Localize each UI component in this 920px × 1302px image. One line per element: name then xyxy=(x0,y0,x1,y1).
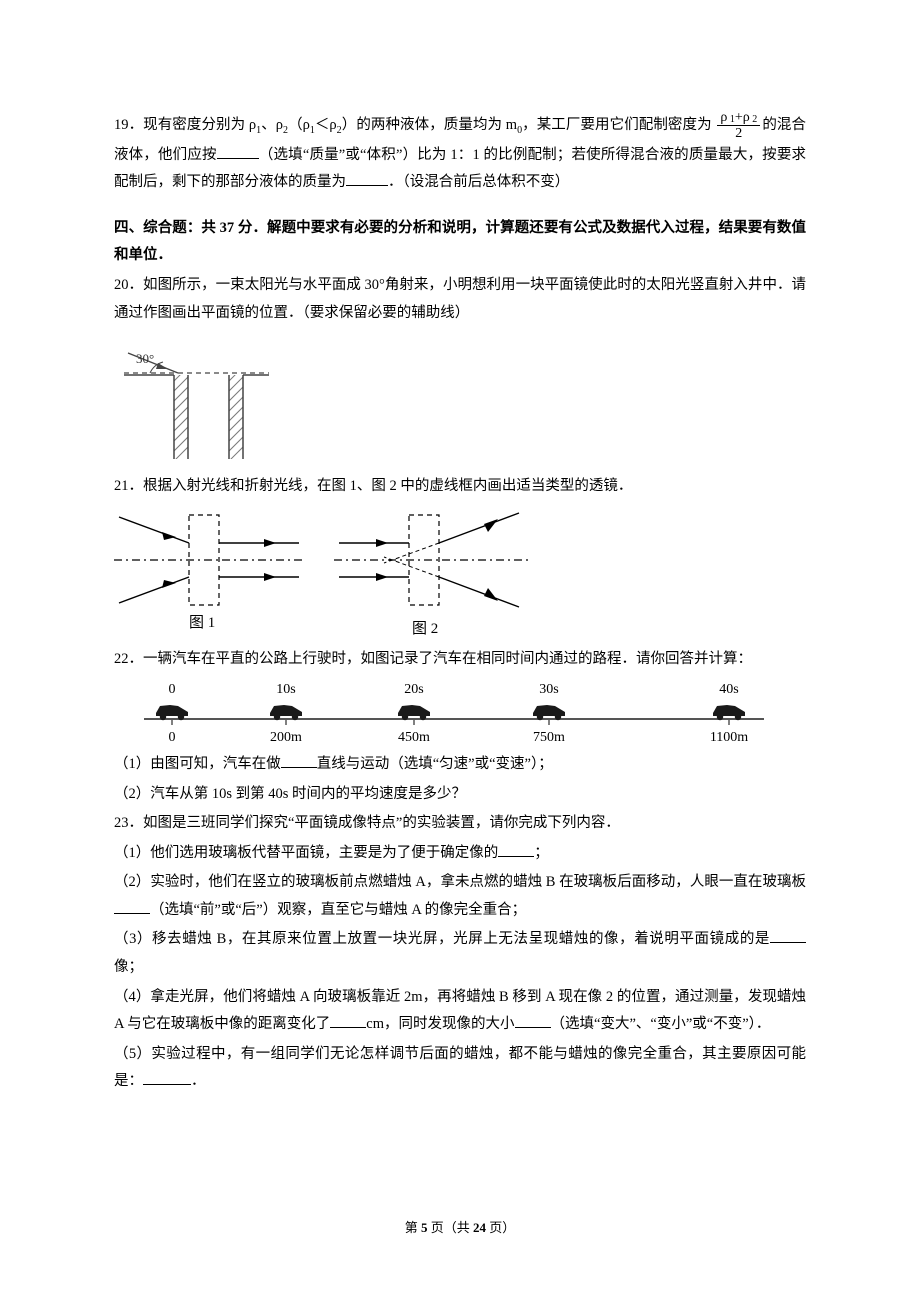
svg-text:30s: 30s xyxy=(539,682,558,697)
q20-angle: 30° xyxy=(136,351,154,366)
q21-fig2: 图 2 xyxy=(334,513,529,637)
q21-num: 21． xyxy=(114,478,143,494)
q23-blank4b xyxy=(515,1012,551,1028)
q23-sub1: （1）他们选用玻璃板代替平面镜，主要是为了便于确定像的； xyxy=(114,840,806,868)
svg-text:750m: 750m xyxy=(533,730,565,745)
q21-text: 21．根据入射光线和折射光线，在图 1、图 2 中的虚线框内画出适当类型的透镜． xyxy=(114,473,806,501)
q20-well-left xyxy=(164,351,204,467)
q23-blank1 xyxy=(498,841,534,857)
svg-text:200m: 200m xyxy=(270,730,302,745)
q23-text: 23．如图是三班同学们探究“平面镜成像特点”的实验装置，请你完成下列内容． xyxy=(114,810,806,838)
q23-sub2: （2）实验时，他们在竖立的玻璃板前点燃蜡烛 A，拿未点燃的蜡烛 B 在玻璃板后面… xyxy=(114,869,806,924)
q20-text: 20．如图所示，一束太阳光与水平面成 30°角射来，小明想利用一块平面镜使此时的… xyxy=(114,272,806,327)
q22-figure: 0 0 10s 200m 20s 450m 30s 750m 40s 1100m xyxy=(134,677,806,747)
q19-blank1 xyxy=(217,143,259,159)
page-footer: 第 5 页（共 24 页） xyxy=(114,1216,806,1241)
q22-text: 22．一辆汽车在平直的公路上行驶时，如图记录了汽车在相同时间内通过的路程．请你回… xyxy=(114,646,806,674)
svg-text:0: 0 xyxy=(169,730,176,745)
q23-sub5: （5）实验过程中，有一组同学们无论怎样调节后面的蜡烛，都不能与蜡烛的像完全重合，… xyxy=(114,1041,806,1096)
q21-figure: 图 1 图 2 xyxy=(114,505,806,640)
q19-fraction: ρ 1+ρ 2 2 xyxy=(717,110,760,142)
q20-well-right xyxy=(219,351,259,467)
q21-fig1: 图 1 xyxy=(114,515,304,631)
svg-text:10s: 10s xyxy=(276,682,295,697)
q23-sub4: （4）拿走光屏，他们将蜡烛 A 向玻璃板靠近 2m，再将蜡烛 B 移到 A 现在… xyxy=(114,984,806,1039)
q23-blank5 xyxy=(143,1069,191,1085)
q19-line1: 19．现有密度分别为 ρ1、ρ2（ρ1＜ρ2）的两种液体，质量均为 m0，某工厂… xyxy=(114,110,806,197)
q23-blank3 xyxy=(770,928,806,944)
q22-svg: 0 0 10s 200m 20s 450m 30s 750m 40s 1100m xyxy=(134,677,774,747)
q23-blank4a xyxy=(330,1012,366,1028)
svg-text:450m: 450m xyxy=(398,730,430,745)
svg-text:0: 0 xyxy=(169,682,176,697)
q22-blank1 xyxy=(281,752,317,768)
svg-text:40s: 40s xyxy=(719,682,738,697)
q23-blank2 xyxy=(114,898,150,914)
q20-svg: 30° xyxy=(114,331,276,467)
q21-svg: 图 1 图 2 xyxy=(114,505,544,640)
q22-sub2: （2）汽车从第 10s 到第 40s 时间内的平均速度是多少？ xyxy=(114,781,806,809)
svg-text:20s: 20s xyxy=(404,682,423,697)
q22-sub1: （1）由图可知，汽车在做直线与运动（选填“匀速”或“变速”）； xyxy=(114,751,806,779)
q22-num: 22． xyxy=(114,651,143,667)
svg-text:图 1: 图 1 xyxy=(189,614,215,631)
svg-text:1100m: 1100m xyxy=(710,730,748,745)
q20-figure: 30° xyxy=(114,331,806,467)
q23-sub3: （3）移去蜡烛 B，在其原来位置上放置一块光屏，光屏上无法呈现蜡烛的像，着说明平… xyxy=(114,926,806,981)
q19-num: 19． xyxy=(114,117,143,133)
q19-blank2 xyxy=(346,170,388,186)
q20-num: 20． xyxy=(114,277,143,293)
svg-text:图 2: 图 2 xyxy=(412,620,438,637)
section4-title: 四、综合题：共 37 分．解题中要求有必要的分析和说明，计算题还要有公式及数据代… xyxy=(114,215,806,270)
q23-num: 23． xyxy=(114,815,143,831)
